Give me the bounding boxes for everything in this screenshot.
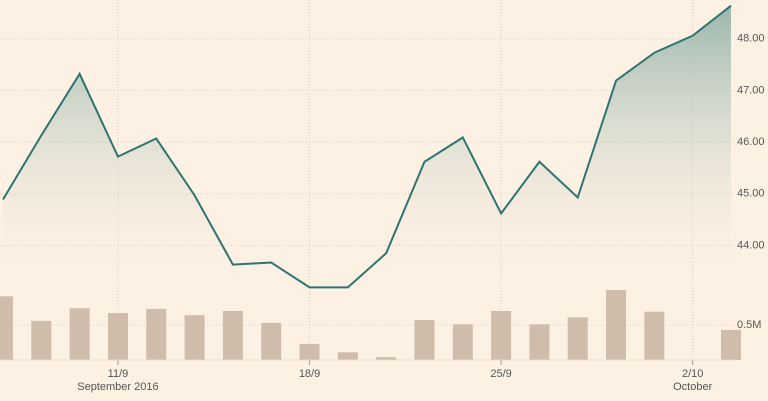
volume-bar bbox=[414, 320, 435, 360]
area bbox=[3, 5, 731, 292]
volume-bar bbox=[644, 311, 665, 360]
y-tick-label: 48.00 bbox=[737, 33, 765, 45]
x-tick-label: 18/9 bbox=[299, 368, 320, 380]
volume-bar bbox=[222, 311, 243, 360]
volume-bar bbox=[146, 308, 167, 360]
x-tick-label: 2/10 bbox=[682, 368, 703, 380]
volume-bar bbox=[107, 313, 128, 360]
volume-bar bbox=[452, 324, 473, 360]
y-tick-label: 44.00 bbox=[737, 239, 765, 251]
volume-bar bbox=[184, 315, 205, 360]
volume-bar bbox=[491, 311, 512, 360]
x-tick-label: 11/9 bbox=[108, 368, 129, 380]
volume-bar bbox=[261, 322, 282, 360]
volume-bar bbox=[31, 320, 52, 360]
y-tick-label: 46.00 bbox=[737, 136, 765, 148]
volume-bar bbox=[337, 352, 358, 360]
volume-bar bbox=[529, 324, 550, 360]
x-tick-label: 25/9 bbox=[490, 368, 511, 380]
volume-bar bbox=[0, 296, 13, 360]
volume-bar bbox=[567, 317, 588, 360]
x-tick-label: September 2016 bbox=[77, 381, 158, 393]
volume-bar bbox=[376, 357, 397, 360]
line bbox=[2, 4, 732, 289]
x-tick-label: October bbox=[673, 381, 712, 393]
y-tick-label: 47.00 bbox=[737, 84, 765, 96]
volume-bar bbox=[299, 343, 320, 360]
volume-bar bbox=[69, 308, 90, 360]
volume-bar bbox=[721, 329, 741, 360]
y2-tick-label: 0.5M bbox=[737, 319, 761, 331]
volume-bar bbox=[606, 290, 627, 360]
y-tick-label: 45.00 bbox=[737, 188, 765, 200]
